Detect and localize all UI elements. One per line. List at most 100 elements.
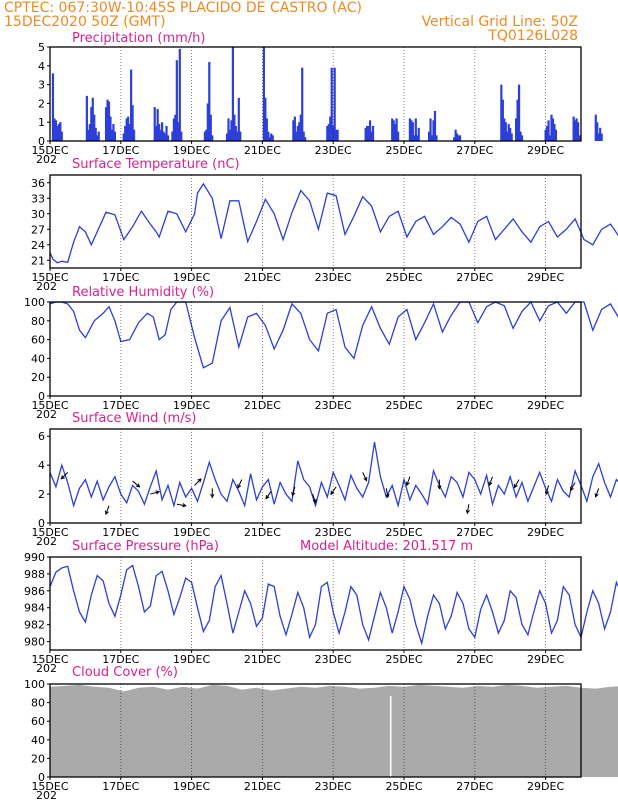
precip-bar — [509, 127, 512, 141]
x-tick-label: 17DEC — [102, 399, 139, 412]
y-tick-label: 0 — [38, 135, 45, 148]
precip-bar — [158, 124, 161, 141]
x-tick-label: 19DEC — [173, 399, 210, 412]
precip-bar — [547, 120, 550, 141]
y-tick-label: 0 — [38, 390, 45, 403]
y-tick-label: 4 — [38, 459, 45, 472]
precip-bar — [57, 124, 60, 141]
precip-bar — [395, 118, 398, 141]
precip-bar — [271, 135, 274, 141]
precip-bar — [264, 97, 267, 141]
precip-bar — [155, 125, 158, 141]
precip-bar — [371, 125, 375, 141]
x-tick-label: 23DEC — [315, 653, 352, 666]
precip-bar — [268, 137, 271, 141]
x-tick-label: 21DEC — [244, 144, 281, 157]
y-tick-label: 20 — [31, 371, 45, 384]
x-tick-label: 25DEC — [385, 780, 422, 793]
precipitation-frame — [49, 46, 582, 142]
y-tick-label: 0 — [38, 771, 45, 784]
precip-bar — [132, 129, 136, 141]
precip-bar — [51, 73, 55, 141]
precip-bar — [209, 114, 212, 141]
temperature-title: Surface Temperature (nC) — [72, 157, 240, 172]
precip-bar — [97, 131, 100, 141]
x-tick-label: 19DEC — [173, 653, 210, 666]
header-model-code: TQ0126L028 — [487, 28, 578, 44]
x-year-label: 202 — [36, 153, 57, 166]
x-tick-label: 23DEC — [315, 780, 352, 793]
precip-bar — [163, 133, 167, 141]
precip-bar — [458, 135, 462, 141]
x-tick-label: 15DEC — [31, 144, 68, 157]
x-tick-label: 17DEC — [102, 271, 139, 284]
wind-arrow — [210, 488, 215, 499]
precip-bar — [125, 118, 128, 141]
precip-bar — [175, 60, 178, 141]
x-year-label: 202 — [36, 408, 57, 421]
precipitation-panel: Precipitation (mm/h) 15DEC 17DEC 19DEC 21DE… — [31, 31, 603, 166]
x-tick-label: 23DEC — [315, 271, 352, 284]
precip-bar — [53, 118, 56, 141]
x-tick-label: 19DEC — [173, 780, 210, 793]
x-tick-label: 29DEC — [527, 399, 564, 412]
precip-bar — [128, 124, 131, 141]
wind-arrow — [176, 503, 187, 508]
x-tick-label: 17DEC — [102, 780, 139, 793]
y-tick-label: 33 — [31, 192, 45, 205]
wind-arrow — [312, 493, 317, 504]
precip-bar — [236, 131, 239, 141]
x-tick-label: 29DEC — [527, 780, 564, 793]
precip-bar — [113, 131, 116, 141]
pressure-line — [49, 564, 618, 646]
y-tick-label: 990 — [24, 551, 45, 564]
cloud-cover-area — [50, 684, 618, 777]
x-tick-label: 15DEC — [31, 526, 68, 539]
precip-bar — [127, 116, 130, 141]
precip-bar — [206, 103, 209, 141]
x-tick-label: 23DEC — [315, 526, 352, 539]
wind-arrow — [330, 486, 337, 496]
precip-bar — [104, 107, 108, 141]
x-tick-label: 17DEC — [102, 526, 139, 539]
precip-bar — [94, 127, 97, 141]
y-tick-label: 80 — [31, 697, 45, 710]
x-year-label: 202 — [36, 789, 57, 800]
wind-frame — [49, 428, 582, 524]
precip-bar — [156, 109, 159, 141]
y-tick-label: 982 — [24, 619, 45, 632]
precip-bar — [397, 131, 400, 141]
precip-bar — [457, 135, 460, 141]
x-tick-label: 29DEC — [527, 653, 564, 666]
cloud-cover-panel: Cloud Cover (%) 15DEC 17DEC 19DEC 21DEC 23DE… — [24, 665, 618, 800]
precip-bar — [270, 133, 273, 141]
precip-bar — [237, 97, 240, 141]
y-tick-label: 5 — [38, 41, 45, 54]
x-tick-label: 27DEC — [456, 271, 493, 284]
wind-arrow — [291, 486, 296, 497]
x-tick-label: 19DEC — [173, 271, 210, 284]
precip-bar — [172, 118, 175, 141]
precip-bar — [302, 131, 305, 141]
precip-bar — [233, 114, 236, 141]
wind-line — [49, 441, 618, 509]
precip-bar — [230, 120, 233, 141]
x-tick-label: 25DEC — [385, 653, 422, 666]
precip-bar — [454, 129, 457, 141]
precip-bar — [301, 67, 304, 141]
wind-arrow — [437, 479, 442, 490]
precip-bar — [594, 114, 597, 141]
x-tick-label: 21DEC — [244, 526, 281, 539]
precip-bar — [430, 135, 434, 141]
precip-bar — [265, 118, 268, 141]
precip-bar — [572, 116, 575, 141]
precip-bar — [517, 84, 521, 141]
precipitation-title: Precipitation (mm/h) — [72, 31, 205, 46]
precipitation-plot — [51, 47, 603, 141]
precip-bar — [106, 99, 109, 141]
wind-arrow — [488, 476, 493, 487]
precip-bar — [153, 107, 156, 141]
wind-arrow — [594, 488, 600, 498]
cloud-cover-frame — [49, 683, 582, 778]
